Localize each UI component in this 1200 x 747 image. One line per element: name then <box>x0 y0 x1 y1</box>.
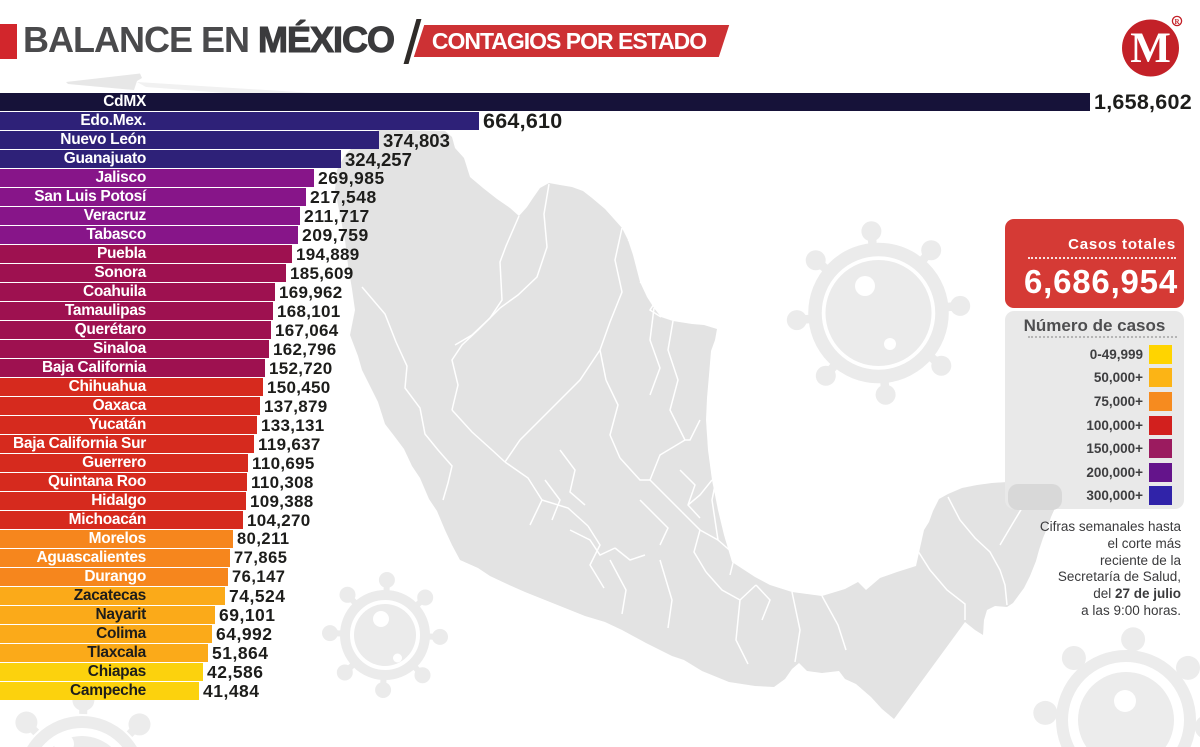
svg-text:M: M <box>1130 25 1171 72</box>
svg-text:R: R <box>1174 18 1180 26</box>
